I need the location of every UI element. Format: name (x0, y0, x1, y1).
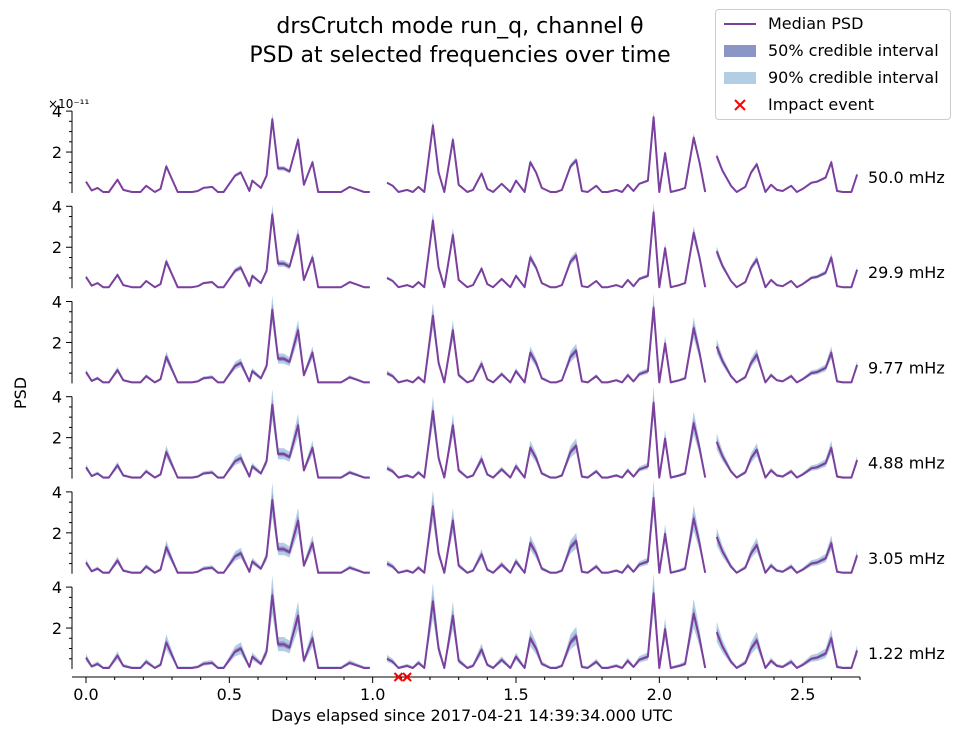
y-axis-label: PSD (11, 377, 30, 409)
median-psd-line (386, 497, 707, 574)
ci50-band (86, 116, 370, 193)
impact-event-marker (402, 672, 412, 682)
x-tick-label: 1.0 (360, 685, 385, 704)
median-line-swatch (724, 23, 756, 25)
median-psd-line (386, 592, 707, 669)
frequency-label: 4.88 mHz (868, 454, 945, 473)
ci90-band (86, 575, 370, 669)
x-tick-label: 2.0 (647, 685, 672, 704)
legend-item-median: Median PSD (716, 12, 952, 36)
y-tick-label: 4 (52, 102, 62, 121)
median-psd-line (85, 308, 370, 384)
ci90-band (86, 295, 370, 383)
panel-3: 2 4 9.77 mHz (52, 292, 945, 384)
chart-title-line1: drsCrutch mode run_q, channel θ (276, 14, 644, 39)
ci50-band (86, 493, 370, 574)
median-psd-line (386, 401, 707, 479)
x-tick-label: 1.5 (503, 685, 528, 704)
y-tick-label: 4 (52, 197, 62, 216)
median-psd-line (715, 346, 859, 384)
x-axis-label: Days elapsed since 2017-04-21 14:39:34.0… (271, 706, 673, 725)
ci90-band (716, 339, 858, 383)
y-tick-label: 2 (52, 238, 62, 257)
median-psd-line (715, 441, 859, 479)
ci50-band (86, 587, 370, 669)
y-tick-label: 4 (52, 292, 62, 311)
panel-2: 2 4 29.9 mHz (52, 197, 945, 289)
chart-title-line2: PSD at selected frequencies over time (249, 43, 671, 68)
ci50-band (86, 398, 370, 478)
median-psd-line (715, 250, 859, 289)
impact-event-marker (393, 672, 404, 682)
frequency-label: 3.05 mHz (868, 549, 945, 568)
y-tick-label: 4 (52, 388, 62, 407)
legend-item-impact: Impact event (716, 93, 952, 117)
median-psd-line (85, 403, 370, 479)
median-psd-line (715, 155, 859, 193)
y-multiplier-label: ×10⁻¹¹ (48, 97, 89, 111)
ci90-band (86, 205, 370, 288)
y-tick-label: 4 (52, 483, 62, 502)
legend-label-ci90: 90% credible interval (768, 68, 939, 87)
x-tick-label: 0.0 (73, 685, 98, 704)
ci50-band (86, 303, 370, 383)
frequency-label: 50.0 mHz (868, 168, 945, 187)
ci50-swatch (724, 45, 756, 57)
median-psd-line (85, 594, 370, 669)
panel-4: 2 4 4.88 mHz (52, 386, 945, 479)
legend-item-ci90: 90% credible interval (716, 66, 952, 90)
legend: Median PSD 50% credible interval 90% cre… (715, 9, 951, 120)
y-tick-label: 4 (52, 578, 62, 597)
median-psd-line (85, 499, 370, 574)
y-tick-label: 2 (52, 429, 62, 448)
legend-item-ci50: 50% credible interval (716, 39, 952, 63)
frequency-label: 29.9 mHz (868, 263, 945, 282)
ci90-band (387, 573, 706, 669)
ci90-band (387, 480, 706, 574)
frequency-label: 9.77 mHz (868, 358, 945, 377)
median-psd-line (85, 118, 370, 193)
ci90-band (716, 527, 858, 574)
ci90-band (387, 386, 706, 479)
median-psd-line (715, 631, 859, 669)
y-tick-label: 2 (52, 333, 62, 352)
x-tick-label: 0.5 (217, 685, 242, 704)
legend-label-median: Median PSD (768, 14, 864, 33)
panel-6: 2 4 1.22 mHz (52, 573, 945, 669)
legend-label-impact: Impact event (768, 95, 874, 114)
panel-5: 2 4 3.05 mHz (52, 480, 945, 574)
median-psd-line (715, 536, 859, 574)
median-psd-line (386, 306, 707, 384)
ci50-band (86, 209, 370, 288)
median-psd-line (386, 211, 707, 289)
y-tick-label: 2 (52, 619, 62, 638)
panel-1: 2 4 50.0 mHz ×10⁻¹¹ (48, 97, 945, 193)
x-axis: 0.0 0.5 1.0 1.5 2.0 2.5 Days elapsed since 201… (72, 672, 861, 725)
frequency-label: 1.22 mHz (868, 644, 945, 663)
ci90-swatch (724, 72, 756, 84)
median-psd-line (386, 116, 707, 193)
y-tick-label: 2 (52, 143, 62, 162)
median-psd-line (85, 213, 370, 289)
x-tick-label: 2.5 (790, 685, 815, 704)
ci90-band (86, 113, 370, 193)
legend-label-ci50: 50% credible interval (768, 41, 939, 60)
ci90-band (86, 389, 370, 479)
ci90-band (86, 482, 370, 574)
ci90-band (716, 433, 858, 479)
y-tick-label: 2 (52, 524, 62, 543)
impact-marker-swatch (734, 99, 746, 111)
